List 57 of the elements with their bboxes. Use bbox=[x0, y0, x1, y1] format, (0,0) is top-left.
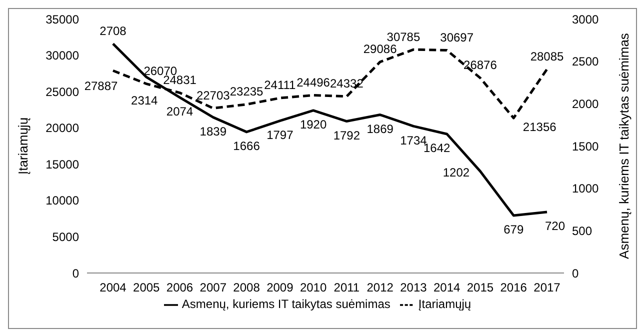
x-tick-label: 2013 bbox=[400, 280, 428, 295]
data-label: 29086 bbox=[363, 42, 398, 56]
data-label: 2314 bbox=[131, 93, 158, 108]
data-label: 24496 bbox=[296, 75, 330, 90]
x-tick-label: 2014 bbox=[433, 280, 461, 295]
data-label: 30697 bbox=[440, 30, 474, 44]
y2-axis-title: Asmenų, kuriems IT taikytas suėmimas bbox=[616, 32, 632, 259]
data-label: 23235 bbox=[230, 84, 264, 99]
y2-tick-label: 1500 bbox=[572, 139, 600, 154]
y-tick-label: 30000 bbox=[46, 48, 80, 63]
data-label: 720 bbox=[544, 219, 566, 234]
x-tick-label: 2004 bbox=[100, 280, 127, 295]
data-label: 24332 bbox=[330, 76, 364, 91]
data-label: 24111 bbox=[264, 78, 296, 92]
y2-tick-label: 2500 bbox=[572, 54, 600, 69]
y-axis-title: Įtariamųjų bbox=[16, 117, 31, 175]
x-tick-label: 2015 bbox=[466, 280, 494, 295]
y2-tick-label: 0 bbox=[572, 266, 579, 280]
data-label: 1920 bbox=[300, 118, 327, 132]
data-label: 26876 bbox=[464, 58, 498, 72]
y-tick-label: 25000 bbox=[46, 84, 80, 99]
data-label: 2708 bbox=[100, 24, 127, 38]
data-label: 30785 bbox=[386, 30, 420, 44]
y-tick-label: 0 bbox=[72, 266, 80, 280]
x-tick-label: 2016 bbox=[500, 280, 528, 295]
data-label: 1792 bbox=[333, 128, 360, 142]
y2-tick-label: 1000 bbox=[572, 182, 600, 196]
y2-tick-label: 3000 bbox=[572, 12, 600, 26]
y2-tick-label: 500 bbox=[572, 224, 592, 238]
data-label: 2074 bbox=[166, 104, 194, 119]
y-tick-label: 5000 bbox=[52, 230, 80, 244]
x-tick-label: 2008 bbox=[233, 280, 260, 295]
x-tick-label: 2007 bbox=[200, 280, 227, 295]
y-tick-label: 10000 bbox=[46, 194, 80, 208]
data-label: 1666 bbox=[233, 139, 260, 154]
x-tick-label: 2017 bbox=[534, 280, 561, 295]
x-tick-label: 2009 bbox=[266, 280, 294, 295]
legend-label: Asmenų, kuriems IT taikytas suėmimas bbox=[182, 297, 390, 311]
x-tick-label: 2006 bbox=[166, 280, 194, 295]
x-tick-label: 2005 bbox=[133, 280, 160, 295]
legend-label: Įtariamųjų bbox=[418, 297, 472, 311]
y2-tick-label: 2000 bbox=[572, 96, 600, 111]
data-label: 22703 bbox=[196, 88, 230, 102]
x-tick-label: 2012 bbox=[366, 280, 394, 295]
data-label: 21356 bbox=[522, 120, 557, 134]
data-label: 1869 bbox=[366, 122, 394, 136]
x-tick-label: 2011 bbox=[334, 280, 360, 295]
data-label: 27887 bbox=[84, 78, 118, 93]
data-label: 1202 bbox=[442, 165, 470, 180]
data-label: 679 bbox=[504, 222, 524, 237]
y-tick-label: 20000 bbox=[46, 121, 80, 136]
x-tick-label: 2010 bbox=[300, 280, 327, 295]
data-label: 1797 bbox=[266, 128, 294, 142]
data-label: 28085 bbox=[530, 49, 564, 64]
y-tick-label: 35000 bbox=[46, 12, 80, 26]
data-label: 1839 bbox=[200, 124, 227, 138]
y-tick-label: 15000 bbox=[46, 157, 80, 172]
